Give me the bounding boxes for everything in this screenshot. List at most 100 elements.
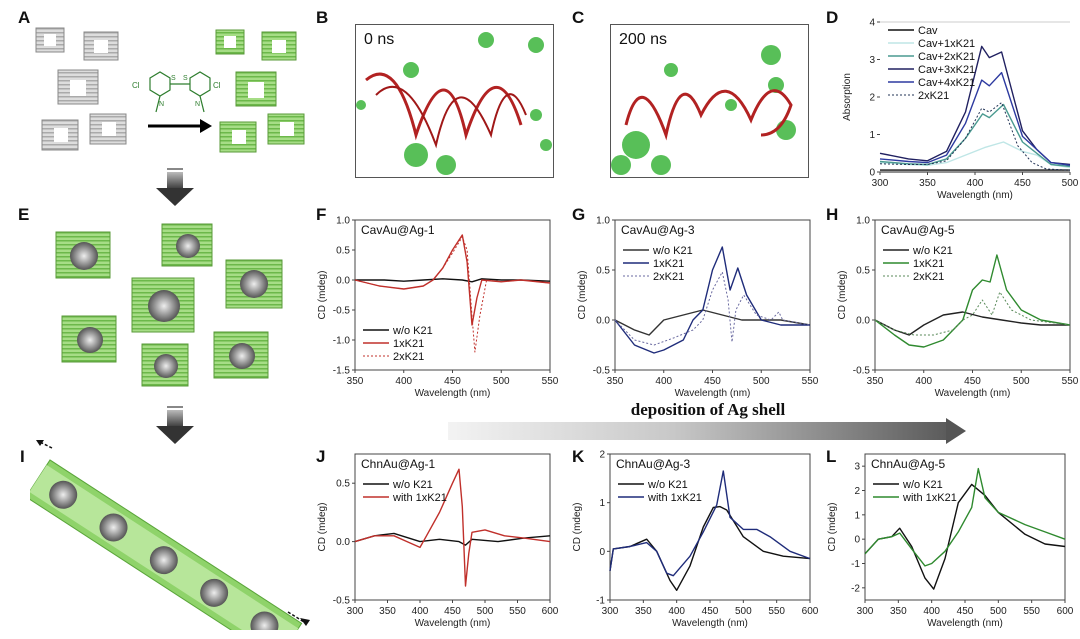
x-tick-label: 400 [967,178,984,189]
chart-annotation: ChnAu@Ag-1 [361,457,436,471]
panel-letter-g: G [572,205,586,224]
nanoparticle-cage-icon [141,343,189,387]
snapshot-time-label: 200 ns [619,31,668,48]
dna-helix-icon [611,45,796,175]
legend-label: 1xK21 [653,258,684,270]
panel-letter-b: B [316,8,329,27]
y-tick-label: 0.0 [336,276,350,287]
x-tick-label: 350 [867,376,884,387]
cube-icon [215,29,245,55]
x-tick-label: 550 [768,606,785,617]
x-tick-label: 500 [735,606,752,617]
panel-letter-e: E [18,205,30,224]
x-tick-label: 350 [347,376,364,387]
y-tick-label: 0.5 [856,266,870,277]
legend-label: Cav+3xK21 [918,64,975,76]
chlorine-right-label: Cl [213,81,221,90]
y-tick-label: 1 [599,498,605,509]
cube-icon [83,31,119,61]
y-axis-label: CD (mdeg) [837,271,848,320]
chart-svg-j: 300 350 400 450 500 550 600 -0.5 0.0 0.5 Wavelengt… [317,453,559,629]
legend-label: w/o K21 [902,479,943,491]
panel-letter-l: L [826,447,837,466]
x-tick-label: 450 [444,606,461,617]
y-tick-label: 0.5 [596,266,610,277]
cube-icon [219,121,257,153]
panel-a-schematic: Cl Cl S S N N [35,27,305,153]
x-tick-label: 500 [493,376,510,387]
series-line-2xk21 [614,271,811,346]
x-tick-label: 500 [477,606,494,617]
x-tick-label: 350 [607,376,624,387]
y-tick-label: 0 [854,535,860,546]
nanoparticle-cage-icon [161,223,213,267]
y-tick-label: 2 [869,93,875,104]
x-tick-label: 550 [1023,606,1040,617]
y-tick-label: 1.0 [856,216,870,227]
y-tick-label: 0.0 [336,537,350,548]
y-axis-label: CD (mdeg) [317,271,328,320]
nanoparticle-cage-icon [131,277,195,333]
legend-label: 1xK21 [913,258,944,270]
reaction-arrow-icon [148,119,212,133]
legend-label: w/o K21 [647,479,688,491]
x-tick-label: 550 [509,606,526,617]
x-tick-label: 450 [444,376,461,387]
series-line-cav-2xk21 [879,103,1071,168]
series-line-w-o-k21 [874,311,1070,336]
x-tick-label: 450 [702,606,719,617]
x-tick-label: 450 [957,606,974,617]
plot-frame [864,453,1066,601]
nanoparticle-cage-icon [225,259,283,309]
x-axis-label: Wavelength (nm) [415,618,491,629]
series-line-1xk21 [874,254,1071,348]
panel-letter-k: K [572,447,585,466]
chart-l: 300 350 400 450 500 550 600 -2 -1 0 1 2 3 Wavelength … [820,440,1080,634]
y-axis-label: CD (mdeg) [317,503,328,552]
y-tick-label: 1.0 [596,216,610,227]
y-tick-label: 3 [869,55,875,66]
snapshot-time-label: 0 ns [364,31,395,48]
chart-annotation: ChnAu@Ag-3 [616,457,691,471]
nanoparticle-cage-icon [55,231,111,279]
y-tick-label: 4 [869,18,875,29]
x-tick-label: 400 [923,606,940,617]
y-tick-label: -1 [851,559,860,570]
series-line-w-o-k21 [609,505,811,591]
panel-letter-i: I [20,447,25,466]
chart-j: 300 350 400 450 500 550 600 -0.5 0.0 0.5 Wavelengt… [300,440,560,634]
legend-label: Cav+2xK21 [918,51,975,63]
series-line-1xk21 [614,246,810,354]
y-tick-label: 1 [869,130,875,141]
plot-frame [614,219,811,371]
y-tick-label: 0.5 [336,246,350,257]
series-line-with-1xk21 [609,470,811,577]
series-line-w-o-k21 [614,309,811,336]
k21-molecule-icon [149,71,211,113]
legend-label: w/o K21 [652,245,693,257]
dna-helix-icon [356,32,552,175]
series-line-w-o-k21 [864,483,1066,590]
legend-label: 2xK21 [393,351,424,363]
chart-annotation: ChnAu@Ag-5 [871,457,946,471]
panel-e-schematic [55,223,283,387]
nanoparticle-cage-icon [61,315,117,363]
cube-icon [235,71,277,107]
x-tick-label: 350 [379,606,396,617]
y-tick-label: 0.5 [336,479,350,490]
md-snapshot-0ns: 0 ns [355,24,554,178]
y-tick-label: -1 [596,596,605,607]
legend-label: 2xK21 [653,271,684,283]
y-tick-label: -2 [851,583,860,594]
series-line-cav-4xk21 [879,71,1071,166]
x-tick-label: 550 [802,376,819,387]
y-axis-label: CD (mdeg) [572,503,583,552]
y-tick-label: 0 [599,547,605,558]
gray-origami-cubes [35,27,127,151]
cube-icon [57,69,99,105]
chart-annotation: CavAu@Ag-1 [361,223,435,237]
series-line-2xk21 [874,291,1071,336]
y-tick-label: 0.0 [856,316,870,327]
x-tick-label: 350 [635,606,652,617]
y-tick-label: 3 [854,462,860,473]
